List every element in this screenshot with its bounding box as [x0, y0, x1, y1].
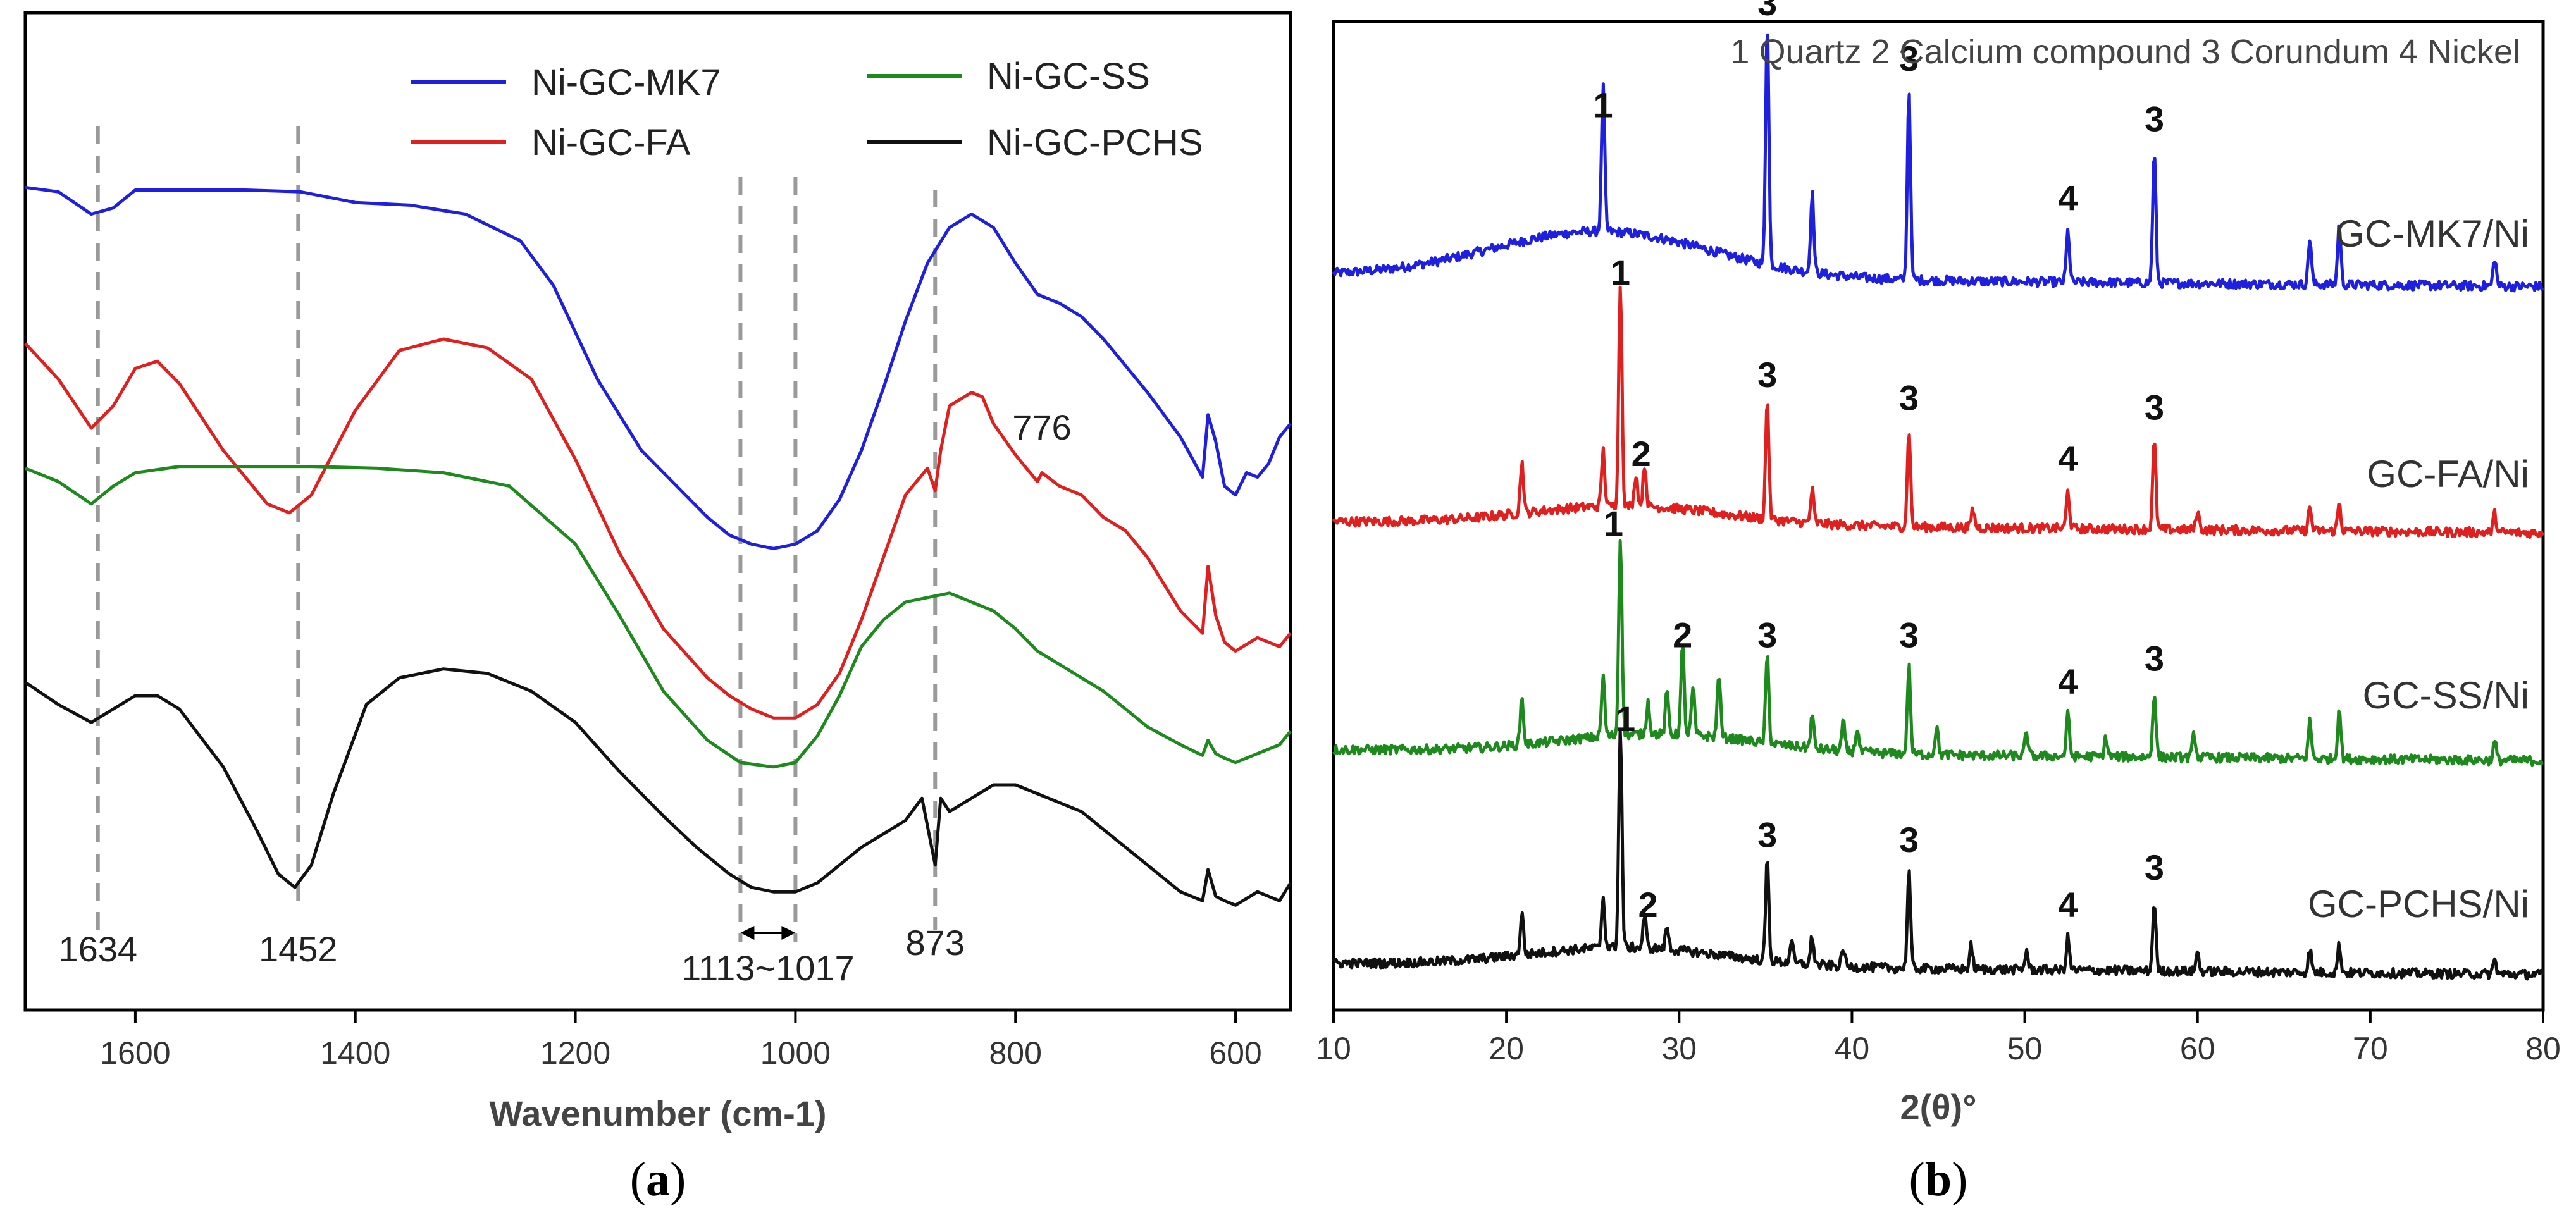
xrd-peak-label: 2 [1673, 615, 1692, 655]
xrd-peak-label: 3 [1899, 820, 1919, 859]
xrd-x-tick-label: 70 [2353, 1031, 2388, 1066]
ftir-x-tick-label: 1400 [320, 1035, 390, 1071]
xrd-peak-label: 3 [1757, 355, 1777, 395]
ftir-series-line [24, 667, 1292, 907]
xrd-x-axis-label: 2(θ)° [1900, 1087, 1976, 1127]
ftir-peak-annotation: 776 [1012, 407, 1071, 447]
xrd-pattern-line [1332, 33, 2544, 293]
caption-b: (b) [1909, 1153, 1968, 1206]
xrd-chart: GC-MK7/Ni GC-FA/Ni GC-SS/Ni GC-PCHS/Ni 1 3 3 4 3… [1316, 0, 2561, 1066]
ftir-legend-label: Ni-GC-FA [531, 122, 691, 163]
ftir-x-tick-label: 800 [989, 1035, 1041, 1071]
xrd-peak-label: 3 [2145, 638, 2164, 678]
ftir-legend-label: Ni-GC-PCHS [987, 122, 1203, 163]
xrd-sample-label: GC-MK7/Ni [2335, 213, 2529, 255]
xrd-x-tick-label: 10 [1316, 1031, 1351, 1066]
xrd-peak-label: 3 [2145, 847, 2164, 887]
ftir-plot-frame [23, 11, 1292, 1012]
xrd-pattern-line [1332, 727, 2545, 981]
xrd-x-tick-label: 80 [2525, 1031, 2561, 1066]
ftir-peak-annotation: 1634 [58, 929, 137, 969]
xrd-peak-label: 3 [1899, 615, 1919, 655]
xrd-sample-label: GC-PCHS/Ni [2308, 883, 2529, 925]
ftir-peak-annotation: 1113~1017 [681, 948, 855, 988]
ftir-x-tick-label: 600 [1209, 1035, 1261, 1071]
xrd-peak-label: 3 [2145, 387, 2164, 427]
ftir-peak-annotation: 873 [906, 923, 965, 963]
xrd-x-tick-label: 60 [2180, 1031, 2215, 1066]
ftir-chart: 1600 1400 1200 1000 800 600 Ni-GC-MK7 Ni-GC-FA N… [24, 56, 1292, 1071]
xrd-peak-label: 4 [2058, 662, 2078, 701]
ftir-series-line [25, 185, 1292, 550]
xrd-peak-label: 3 [2145, 99, 2164, 139]
xrd-x-tick-label: 50 [2007, 1031, 2043, 1066]
xrd-plot-frame [1332, 20, 2545, 1012]
xrd-sample-label: GC-FA/Ni [2367, 453, 2529, 495]
xrd-peak-label: 1 [1611, 252, 1630, 292]
xrd-peak-label: 4 [2058, 885, 2078, 925]
xrd-peak-label: 4 [2058, 178, 2078, 218]
ftir-range-arrowheads [740, 926, 796, 940]
xrd-peak-label: 3 [1899, 378, 1919, 418]
xrd-sample-label: GC-SS/Ni [2363, 674, 2529, 717]
ftir-legend-label: Ni-GC-SS [987, 56, 1150, 97]
ftir-peak-annotation: 1452 [259, 929, 338, 969]
ftir-x-tick-label: 1000 [760, 1035, 831, 1071]
caption-a: (a) [630, 1153, 686, 1206]
xrd-peak-label: 2 [1638, 885, 1658, 925]
xrd-peak-label: 1 [1604, 503, 1623, 543]
xrd-peak-label: 4 [2058, 438, 2078, 478]
xrd-peak-label: 1 [1594, 85, 1613, 125]
ftir-x-tick-label: 1200 [540, 1035, 610, 1071]
xrd-peak-label: 3 [1757, 615, 1777, 655]
ftir-x-tick-label: 1600 [100, 1035, 170, 1071]
ftir-legend-label: Ni-GC-MK7 [531, 62, 721, 103]
xrd-x-tick-label: 30 [1661, 1031, 1697, 1066]
xrd-peak-label: 3 [1757, 0, 1777, 23]
xrd-phase-key: 1 Quartz 2 Calcium compound 3 Corundum 4… [1730, 33, 2520, 71]
xrd-peak-label: 2 [1632, 434, 1651, 474]
xrd-peak-label: 3 [1899, 39, 1919, 78]
xrd-x-tick-label: 40 [1835, 1031, 1870, 1066]
xrd-peak-label: 3 [1757, 815, 1777, 855]
xrd-peak-label: 1 [1616, 699, 1635, 739]
xrd-pattern-line [1332, 539, 2544, 767]
ftir-x-axis-label: Wavenumber (cm-1) [489, 1093, 826, 1133]
xrd-pattern-line [1332, 285, 2545, 539]
ftir-series-line [24, 337, 1292, 720]
ftir-series-line [25, 465, 1292, 769]
xrd-x-tick-label: 20 [1489, 1031, 1524, 1066]
